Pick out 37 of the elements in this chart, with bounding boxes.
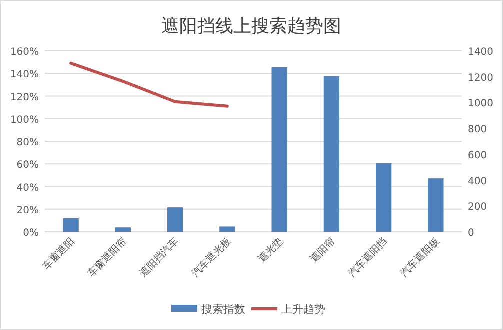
line-series [70, 62, 229, 108]
y2-tick-label: 1000 [468, 98, 494, 110]
y-tick-label: 120% [10, 92, 39, 104]
y-tick-label: 80% [16, 138, 39, 148]
bar [324, 76, 340, 232]
x-tick-label: 车窗遮阳帘 [85, 236, 130, 280]
x-tick-label: 汽车遮阳挡 [346, 236, 390, 280]
legend-label: 搜索指数 [202, 303, 246, 316]
y-tick-label: 40% [16, 182, 39, 194]
y-tick-label: 140% [10, 70, 39, 81]
x-tick-label: 汽车遮光板 [190, 236, 234, 280]
y-tick-label: 100% [10, 114, 39, 126]
bar [220, 226, 236, 232]
y-tick-label: 20% [16, 205, 39, 216]
y2-tick-label: 400 [468, 176, 488, 188]
x-tick-label: 汽车遮阳板 [398, 236, 442, 280]
x-tick-label: 车窗遮阳 [40, 236, 78, 272]
y2-tick-label: 800 [468, 124, 488, 136]
x-tick-label: 遮光垫 [256, 236, 286, 266]
bar [63, 218, 79, 232]
y2-tick-label: 1200 [468, 72, 494, 84]
bar [376, 163, 392, 232]
bar [428, 178, 444, 232]
y2-tick-label: 200 [468, 202, 488, 214]
x-tick-label: 遮阳挡汽车 [138, 236, 182, 280]
bar [115, 228, 132, 232]
y-tick-label: 0% [23, 228, 39, 239]
x-tick-label: 遮阳帘 [308, 236, 338, 266]
y2-tick-label: 1400 [468, 47, 494, 58]
chart-title: 遮阳挡线上搜索趋势图 [162, 16, 342, 37]
y2-tick-label: 600 [468, 150, 488, 162]
y-tick-label: 160% [10, 47, 39, 58]
legend-label: 上升趋势 [282, 303, 326, 316]
bar [272, 67, 288, 232]
y-tick-label: 60% [16, 160, 39, 172]
bar [167, 208, 184, 232]
y2-tick-label: 0 [468, 228, 474, 239]
